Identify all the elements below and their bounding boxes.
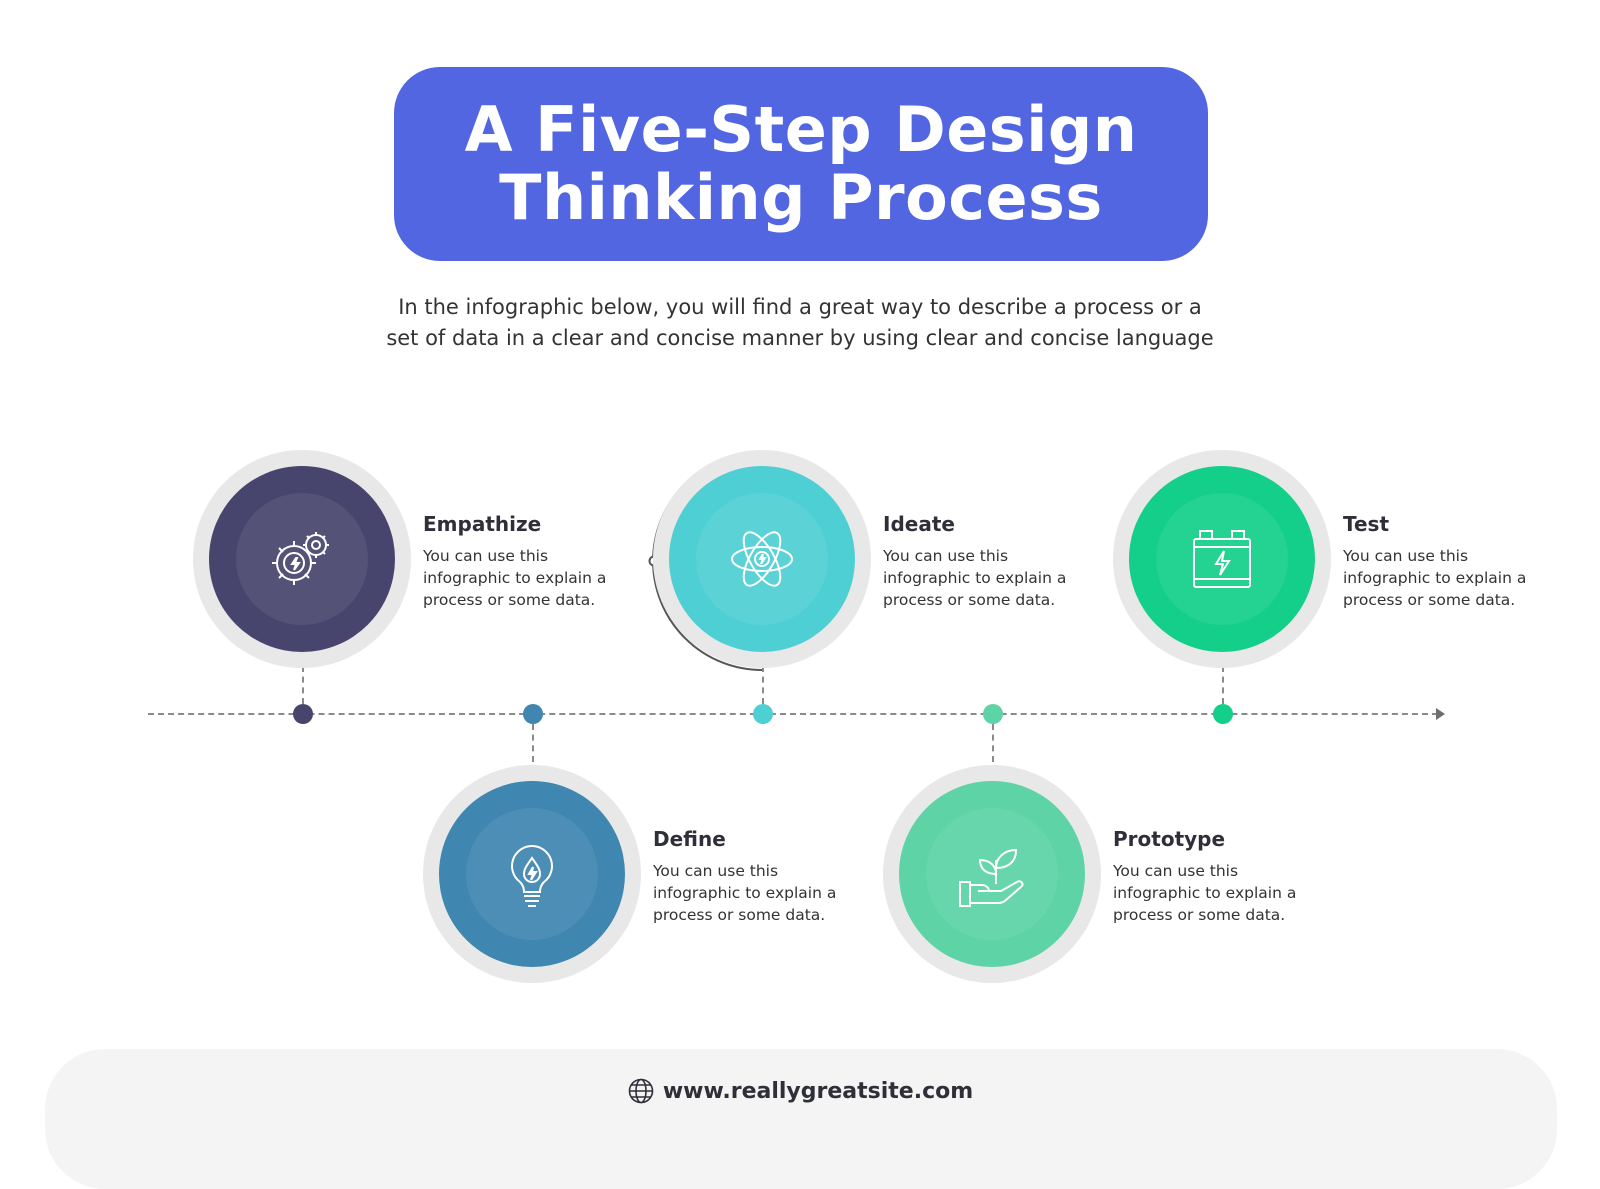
- step-description: You can use this infographic to explain …: [1343, 545, 1543, 611]
- step-inner-test: [1156, 493, 1288, 625]
- timeline-dot-test: [1213, 704, 1233, 724]
- step-description: You can use this infographic to explain …: [1113, 860, 1313, 926]
- connector-test: [1222, 666, 1224, 704]
- step-desc-line: You can use this: [1343, 547, 1469, 565]
- footer-link[interactable]: www.reallygreatsite.com: [0, 1074, 1600, 1108]
- step-desc-line: infographic to explain a: [653, 884, 837, 902]
- step-description: You can use this infographic to explain …: [883, 545, 1083, 611]
- step-text-define: Define You can use this infographic to e…: [653, 827, 853, 926]
- footer-bar: [45, 1049, 1557, 1189]
- step-ideate: [653, 450, 871, 668]
- step-text-prototype: Prototype You can use this infographic t…: [1113, 827, 1313, 926]
- gear-bolt-icon: [272, 532, 329, 585]
- lightbulb-icon: [511, 844, 553, 907]
- timeline-dot-prototype: [983, 704, 1003, 724]
- step-title: Ideate: [883, 512, 955, 536]
- step-prototype: [883, 765, 1101, 983]
- step-description: You can use this infographic to explain …: [423, 545, 623, 611]
- step-circle-empathize: [209, 466, 395, 652]
- step-desc-line: You can use this: [1113, 862, 1239, 880]
- connector-empathize: [302, 666, 304, 704]
- step-desc-line: infographic to explain a: [423, 569, 607, 587]
- step-title: Define: [653, 827, 726, 851]
- title-banner: A Five-Step Design Thinking Process: [394, 67, 1208, 261]
- step-title: Empathize: [423, 512, 542, 536]
- step-desc-line: process or some data.: [1343, 591, 1516, 609]
- step-desc-line: infographic to explain a: [1113, 884, 1297, 902]
- intro-line-2: set of data in a clear and concise manne…: [386, 326, 1214, 350]
- step-circle-test: [1129, 466, 1315, 652]
- step-circle-define: [439, 781, 625, 967]
- step-inner-define: [466, 808, 598, 940]
- connector-prototype: [992, 724, 994, 762]
- step-text-ideate: Ideate You can use this infographic to e…: [883, 512, 1083, 611]
- step-text-empathize: Empathize You can use this infographic t…: [423, 512, 623, 611]
- step-title: Prototype: [1113, 827, 1226, 851]
- step-description: You can use this infographic to explain …: [653, 860, 853, 926]
- page-title-line-2: Thinking Process: [499, 161, 1103, 234]
- timeline-arrowhead: [1436, 708, 1445, 720]
- atom-icon: [731, 531, 793, 587]
- step-define: [423, 765, 641, 983]
- timeline-dot-define: [523, 704, 543, 724]
- step-test: [1113, 450, 1331, 668]
- connector-define: [532, 724, 534, 762]
- step-inner-empathize: [236, 493, 368, 625]
- step-desc-line: infographic to explain a: [883, 569, 1067, 587]
- hand-plant-icon: [959, 848, 1024, 907]
- step-inner-prototype: [926, 808, 1058, 940]
- footer-url[interactable]: www.reallygreatsite.com: [662, 1078, 974, 1104]
- step-text-test: Test You can use this infographic to exp…: [1343, 512, 1543, 611]
- intro-text: In the infographic below, you will find …: [350, 292, 1250, 354]
- page-title-line-1: A Five-Step Design: [464, 93, 1138, 166]
- step-empathize: [193, 450, 411, 668]
- timeline-dot-empathize: [293, 704, 313, 724]
- timeline-line: [148, 713, 1438, 715]
- connector-ideate: [762, 666, 764, 704]
- step-title: Test: [1343, 512, 1390, 536]
- step-desc-line: process or some data.: [883, 591, 1056, 609]
- step-desc-line: process or some data.: [1113, 906, 1286, 924]
- step-desc-line: process or some data.: [653, 906, 826, 924]
- timeline-dot-ideate: [753, 704, 773, 724]
- intro-line-1: In the infographic below, you will find …: [398, 295, 1202, 319]
- step-desc-line: infographic to explain a: [1343, 569, 1527, 587]
- battery-icon: [1193, 530, 1251, 588]
- step-circle-prototype: [899, 781, 1085, 967]
- step-desc-line: process or some data.: [423, 591, 596, 609]
- step-desc-line: You can use this: [653, 862, 779, 880]
- globe-icon: [628, 1078, 654, 1104]
- step-circle-ideate: [669, 466, 855, 652]
- step-desc-line: You can use this: [883, 547, 1009, 565]
- step-desc-line: You can use this: [423, 547, 549, 565]
- step-inner-ideate: [696, 493, 828, 625]
